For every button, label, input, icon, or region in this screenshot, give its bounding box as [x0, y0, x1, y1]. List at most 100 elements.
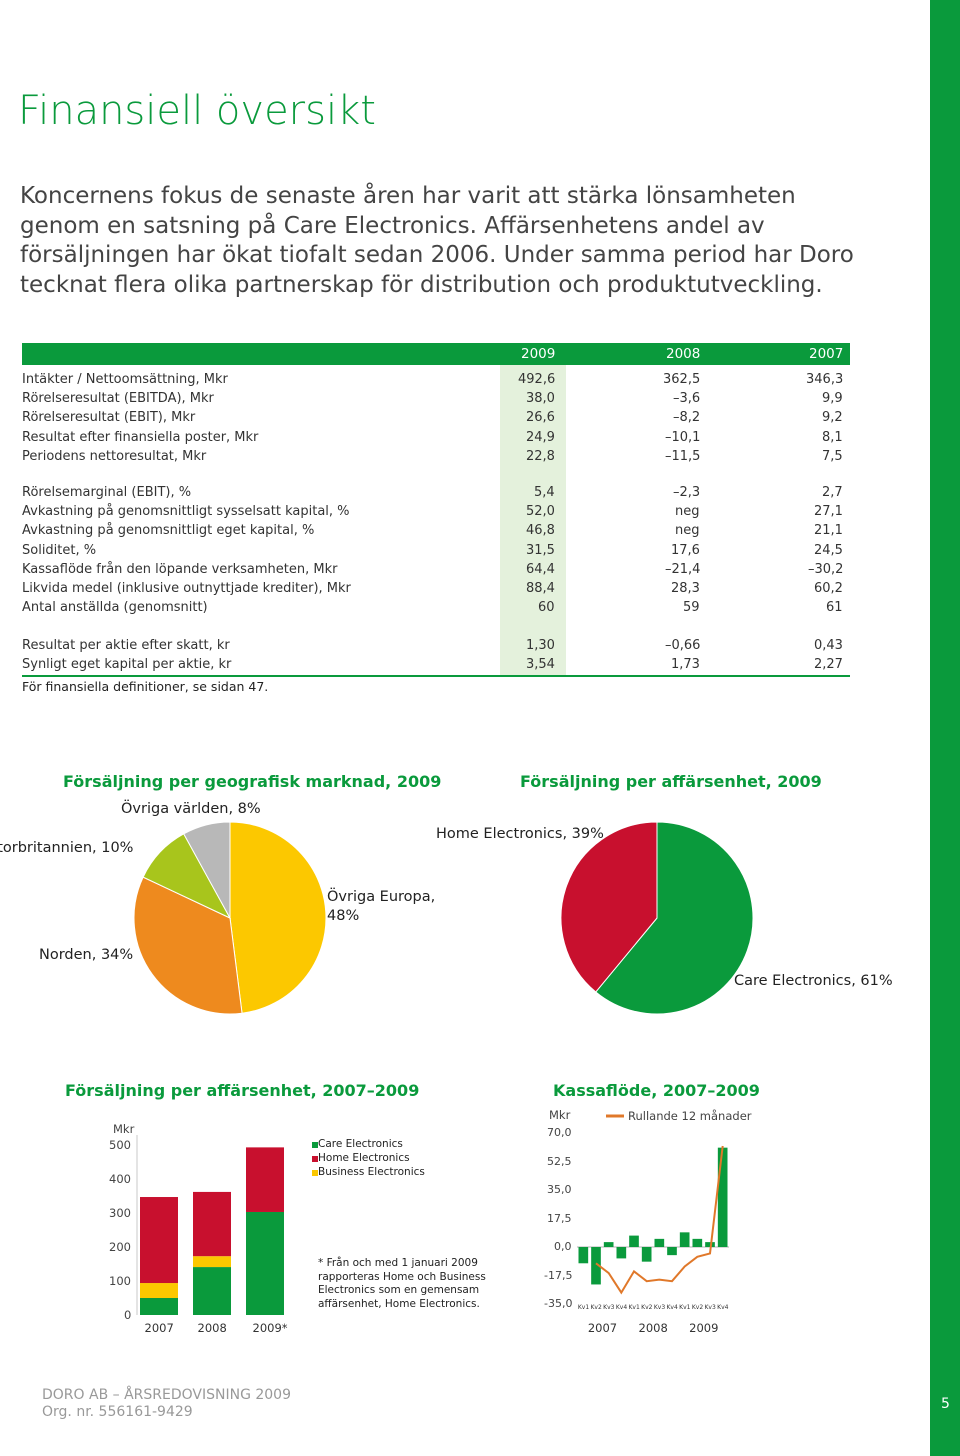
- cell: –30,2: [808, 561, 844, 577]
- column-highlight: [500, 365, 566, 676]
- cell: 3,54: [526, 657, 555, 673]
- cell: –8,2: [673, 410, 701, 426]
- y-tick-label: 300: [109, 1206, 131, 1220]
- row-label: Rörelseresultat (EBITDA), Mkr: [22, 391, 214, 407]
- bar: [679, 1232, 690, 1247]
- slice-label: Övriga världen, 8%: [121, 801, 261, 817]
- y-tick-label: 500: [109, 1138, 131, 1152]
- bar: [591, 1247, 601, 1285]
- side-bar: [930, 0, 960, 1456]
- bar: [717, 1147, 728, 1247]
- slice-label: Home Electronics, 39%: [436, 826, 604, 842]
- bar-segment: [193, 1191, 231, 1257]
- footer-org: Org. nr. 556161-9429: [42, 1404, 193, 1420]
- cell: 7,5: [822, 448, 843, 464]
- cell: 61: [826, 600, 843, 616]
- row-label: Kassaflöde från den löpande verksamheten…: [22, 561, 338, 577]
- legend-swatch: [312, 1156, 318, 1162]
- row-label: Rörelseresultat (EBIT), Mkr: [22, 410, 196, 426]
- chart-title: Försäljning per affärsenhet, 2009: [520, 772, 822, 791]
- cell: 31,5: [526, 542, 555, 558]
- cell: 24,9: [526, 429, 555, 445]
- y-tick-label: 100: [109, 1274, 131, 1288]
- y-tick-label: 70,0: [547, 1126, 572, 1139]
- pie-slice: [183, 821, 231, 919]
- y-tick-label: -35,0: [544, 1297, 573, 1310]
- cell: neg: [675, 523, 700, 539]
- row-label: Avkastning på genomsnittligt eget kapita…: [22, 523, 315, 539]
- row-label: Soliditet, %: [22, 542, 97, 558]
- x-tick-label: Kv4: [666, 1304, 678, 1311]
- cell: 22,8: [526, 448, 555, 464]
- row-label: Intäkter / Nettoomsättning, Mkr: [22, 372, 228, 387]
- cell: 60,2: [814, 581, 843, 596]
- cell: 1,73: [671, 657, 700, 673]
- bar: [667, 1247, 677, 1256]
- x-tick-label: 2007: [144, 1321, 174, 1335]
- cell: 46,8: [526, 523, 555, 539]
- row-label: Likvida medel (inklusive outnyttjade kre…: [22, 581, 351, 596]
- x-tick-label: Kv1: [577, 1304, 590, 1311]
- cell: 0,43: [814, 638, 843, 653]
- bar: [629, 1235, 639, 1247]
- x-tick-label: 2009*: [252, 1321, 288, 1335]
- bar-segment: [246, 1147, 284, 1212]
- column-header: 2008: [666, 346, 701, 362]
- bar-segment: [193, 1267, 231, 1315]
- cell: 52,0: [526, 504, 555, 520]
- bar-segment: [193, 1256, 231, 1268]
- cell: 64,4: [526, 561, 555, 577]
- bar: [654, 1238, 665, 1247]
- footer-company: DORO AB – ÅRSREDOVISNING 2009: [42, 1387, 291, 1403]
- x-tick-label: Kv2: [691, 1304, 704, 1311]
- legend-label: Rullande 12 månader: [628, 1109, 752, 1123]
- cell: 17,6: [671, 542, 700, 558]
- cell: –10,1: [665, 429, 701, 445]
- y-tick-label: -17,5: [544, 1268, 573, 1282]
- cell: 346,3: [806, 372, 844, 387]
- cell: 9,2: [822, 410, 843, 426]
- table-footnote: För finansiella definitioner, se sidan 4…: [22, 679, 269, 694]
- bar-segment: [246, 1211, 284, 1315]
- cell: 21,1: [814, 523, 843, 539]
- cell: neg: [675, 504, 700, 520]
- y-tick-label: 35,0: [547, 1183, 572, 1196]
- y-tick-label: 17,5: [547, 1211, 572, 1225]
- slice-label: Care Electronics, 61%: [734, 973, 893, 989]
- x-tick-label: Kv4: [717, 1304, 729, 1311]
- slice-label: Storbritannien, 10%: [0, 840, 134, 856]
- cell: 28,3: [671, 581, 700, 596]
- cell: –11,5: [665, 448, 701, 464]
- cell: 1,30: [526, 638, 555, 653]
- cell: –21,4: [665, 561, 701, 577]
- row-label: Synligt eget kapital per aktie, kr: [22, 657, 232, 673]
- x-tick-label: Kv3: [603, 1304, 615, 1311]
- pie-slice: [595, 821, 754, 1015]
- cell: 24,5: [814, 542, 843, 558]
- group-label: 2007: [587, 1321, 618, 1335]
- axis-label: Mkr: [549, 1108, 571, 1122]
- x-tick-label: Kv1: [628, 1304, 640, 1311]
- cell: 60: [538, 600, 555, 616]
- axis-label: Mkr: [113, 1122, 135, 1136]
- cell: 59: [683, 600, 700, 616]
- row-label: Resultat efter finansiella poster, Mkr: [22, 429, 259, 445]
- cell: 5,4: [534, 485, 555, 500]
- column-header: 2007: [809, 346, 844, 362]
- cell: 27,1: [814, 504, 843, 520]
- legend-label: Business Electronics: [318, 1166, 425, 1178]
- legend-label: Care Electronics: [318, 1138, 403, 1150]
- row-label: Periodens nettoresultat, Mkr: [22, 448, 207, 464]
- bar: [692, 1238, 703, 1247]
- slice-label: Övriga Europa, 48%: [327, 889, 436, 924]
- group-label: 2008: [638, 1321, 668, 1335]
- cell: 26,6: [526, 410, 555, 426]
- cell: 492,6: [518, 372, 556, 387]
- x-tick-label: 2008: [197, 1321, 227, 1335]
- x-tick-label: Kv2: [590, 1304, 602, 1311]
- page-title: Finansiell översikt: [18, 88, 376, 134]
- cell: –2,3: [673, 485, 701, 500]
- slice-label: Norden, 34%: [39, 947, 134, 963]
- y-tick-label: 0: [124, 1308, 132, 1322]
